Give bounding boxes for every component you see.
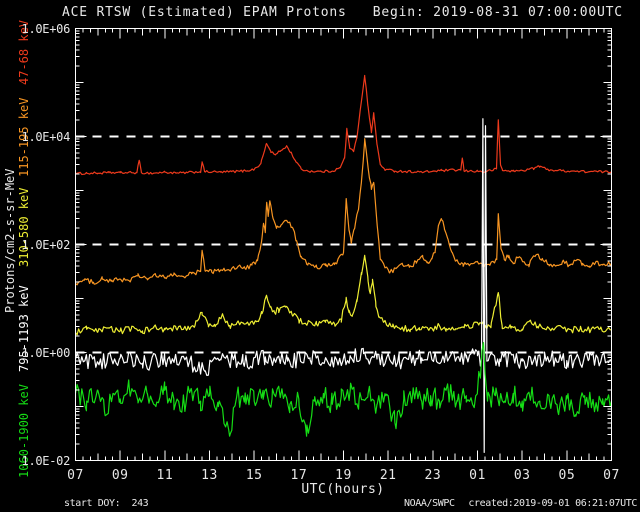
x-tick-label-21-7: 21 bbox=[379, 468, 397, 483]
footer-created-timestamp: created:2019-09-01 06:21:07UTC bbox=[468, 498, 637, 509]
y-tick-label-1.0E+06: 1.0E+06 bbox=[21, 21, 71, 36]
y-tick-label-1.0E+00: 1.0E+00 bbox=[21, 345, 71, 360]
x-tick-label-17-5: 17 bbox=[290, 468, 308, 483]
y-tick-label-1.0E+04: 1.0E+04 bbox=[21, 129, 71, 144]
x-tick-label-07-12: 07 bbox=[603, 468, 620, 483]
y-tick-label-1.0E-02: 1.0E-02 bbox=[21, 453, 71, 468]
x-tick-label-09-1: 09 bbox=[111, 468, 129, 483]
chart-title: ACE RTSW (Estimated) EPAM Protons Begin: … bbox=[62, 5, 623, 20]
trace-47-68-keV bbox=[75, 74, 612, 176]
x-tick-label-01-9: 01 bbox=[469, 468, 486, 483]
trace-1060-1900-keV bbox=[75, 342, 612, 437]
axes-frame bbox=[75, 28, 612, 461]
x-tick-label-23-8: 23 bbox=[424, 468, 442, 483]
x-tick-label-13-3: 13 bbox=[201, 468, 218, 483]
chart-title-main: ACE RTSW (Estimated) EPAM Protons bbox=[62, 5, 347, 20]
trace-115-195-keV bbox=[75, 138, 612, 286]
x-tick-label-03-10: 03 bbox=[513, 468, 531, 483]
x-axis-label: UTC(hours) bbox=[301, 482, 385, 497]
x-tick-label-05-11: 05 bbox=[558, 468, 576, 483]
chart-title-begin: Begin: 2019-08-31 07:00:00UTC bbox=[372, 5, 623, 20]
x-tick-label-19-6: 19 bbox=[335, 468, 352, 483]
x-tick-label-15-4: 15 bbox=[245, 468, 263, 483]
trace-795-1193-keV bbox=[75, 118, 612, 453]
x-tick-label-07-0: 07 bbox=[67, 468, 84, 483]
x-tick-label-11-2: 11 bbox=[156, 468, 174, 483]
footer-start-doy: start DOY: 243 bbox=[64, 498, 149, 509]
y-tick-label-1.0E+02: 1.0E+02 bbox=[21, 237, 71, 252]
footer-agency: NOAA/SWPC bbox=[404, 498, 455, 509]
trace-310-580-keV bbox=[75, 254, 612, 336]
